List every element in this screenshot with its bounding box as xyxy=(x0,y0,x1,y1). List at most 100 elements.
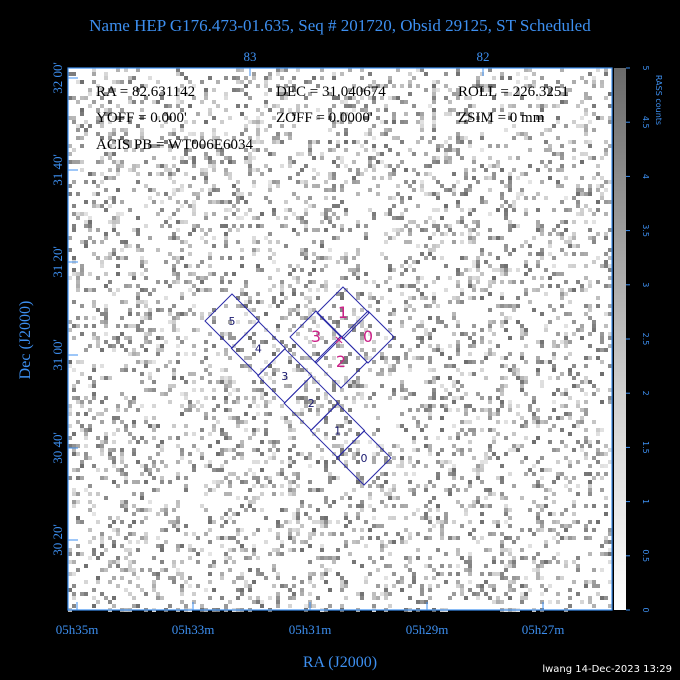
sky-pixel xyxy=(124,348,128,352)
sky-pixel xyxy=(480,148,484,152)
sky-pixel xyxy=(316,172,320,176)
sky-pixel xyxy=(208,432,212,436)
sky-pixel xyxy=(508,224,512,228)
sky-pixel xyxy=(312,260,316,264)
sky-pixel xyxy=(88,228,92,232)
sky-pixel xyxy=(72,452,76,456)
sky-pixel xyxy=(436,376,440,380)
sky-pixel xyxy=(88,172,92,176)
sky-pixel xyxy=(256,572,260,576)
sky-pixel xyxy=(324,392,328,396)
sky-pixel xyxy=(524,136,528,140)
sky-pixel xyxy=(560,68,564,72)
sky-pixel xyxy=(500,104,504,108)
sky-pixel xyxy=(444,84,448,88)
sky-pixel xyxy=(440,536,444,540)
sky-pixel xyxy=(240,548,244,552)
sky-pixel xyxy=(360,596,364,600)
sky-pixel xyxy=(452,476,456,480)
sky-pixel xyxy=(420,336,424,340)
sky-pixel xyxy=(508,400,512,404)
sky-pixel xyxy=(496,304,500,308)
sky-pixel xyxy=(480,248,484,252)
sky-pixel xyxy=(236,348,240,352)
sky-pixel xyxy=(68,116,72,120)
sky-pixel xyxy=(416,532,420,536)
sky-pixel xyxy=(292,324,296,328)
sky-pixel xyxy=(596,388,600,392)
sky-pixel xyxy=(224,304,228,308)
sky-pixel xyxy=(316,412,320,416)
sky-pixel xyxy=(256,140,260,144)
sky-pixel xyxy=(204,416,208,420)
sky-pixel xyxy=(240,264,244,268)
sky-pixel xyxy=(72,492,76,496)
sky-pixel xyxy=(560,168,564,172)
sky-pixel xyxy=(256,240,260,244)
sky-pixel xyxy=(196,328,200,332)
sky-pixel xyxy=(440,532,444,536)
sky-pixel xyxy=(584,312,588,316)
sky-pixel xyxy=(596,164,600,168)
sky-pixel xyxy=(120,256,124,260)
sky-pixel xyxy=(408,72,412,76)
sky-pixel xyxy=(176,228,180,232)
sky-pixel xyxy=(384,256,388,260)
sky-pixel xyxy=(88,236,92,240)
sky-pixel xyxy=(268,108,272,112)
sky-pixel xyxy=(396,136,400,140)
sky-pixel xyxy=(316,324,320,328)
sky-pixel xyxy=(412,464,416,468)
sky-pixel xyxy=(504,128,508,132)
sky-pixel xyxy=(372,460,376,464)
sky-pixel xyxy=(172,164,176,168)
sky-pixel xyxy=(500,264,504,268)
sky-pixel xyxy=(192,132,196,136)
sky-pixel xyxy=(412,572,416,576)
sky-pixel xyxy=(484,376,488,380)
sky-pixel xyxy=(92,316,96,320)
sky-pixel xyxy=(80,332,84,336)
sky-pixel xyxy=(284,296,288,300)
sky-pixel xyxy=(276,216,280,220)
sky-pixel xyxy=(408,348,412,352)
sky-pixel xyxy=(104,200,108,204)
sky-pixel xyxy=(420,180,424,184)
sky-pixel xyxy=(604,348,608,352)
sky-pixel xyxy=(424,152,428,156)
sky-pixel xyxy=(112,604,116,608)
sky-pixel xyxy=(144,332,148,336)
sky-pixel xyxy=(520,328,524,332)
sky-pixel xyxy=(280,316,284,320)
sky-pixel xyxy=(132,148,136,152)
sky-pixel xyxy=(368,496,372,500)
sky-pixel xyxy=(276,268,280,272)
sky-pixel xyxy=(408,92,412,96)
sky-pixel xyxy=(140,316,144,320)
sky-pixel xyxy=(224,448,228,452)
sky-pixel xyxy=(96,444,100,448)
sky-pixel xyxy=(212,144,216,148)
sky-pixel xyxy=(260,212,264,216)
sky-pixel xyxy=(372,168,376,172)
sky-pixel xyxy=(100,156,104,160)
sky-pixel xyxy=(360,508,364,512)
sky-pixel xyxy=(576,492,580,496)
sky-pixel xyxy=(112,88,116,92)
sky-pixel xyxy=(256,556,260,560)
sky-pixel xyxy=(124,240,128,244)
sky-pixel xyxy=(176,72,180,76)
sky-pixel xyxy=(200,452,204,456)
sky-pixel xyxy=(192,468,196,472)
sky-pixel xyxy=(76,420,80,424)
sky-pixel xyxy=(172,424,176,428)
sky-pixel xyxy=(184,312,188,316)
sky-pixel xyxy=(196,400,200,404)
sky-pixel xyxy=(556,116,560,120)
sky-pixel xyxy=(456,272,460,276)
sky-pixel xyxy=(588,144,592,148)
sky-pixel xyxy=(176,220,180,224)
sky-pixel xyxy=(100,136,104,140)
sky-pixel xyxy=(568,596,572,600)
sky-pixel xyxy=(584,412,588,416)
